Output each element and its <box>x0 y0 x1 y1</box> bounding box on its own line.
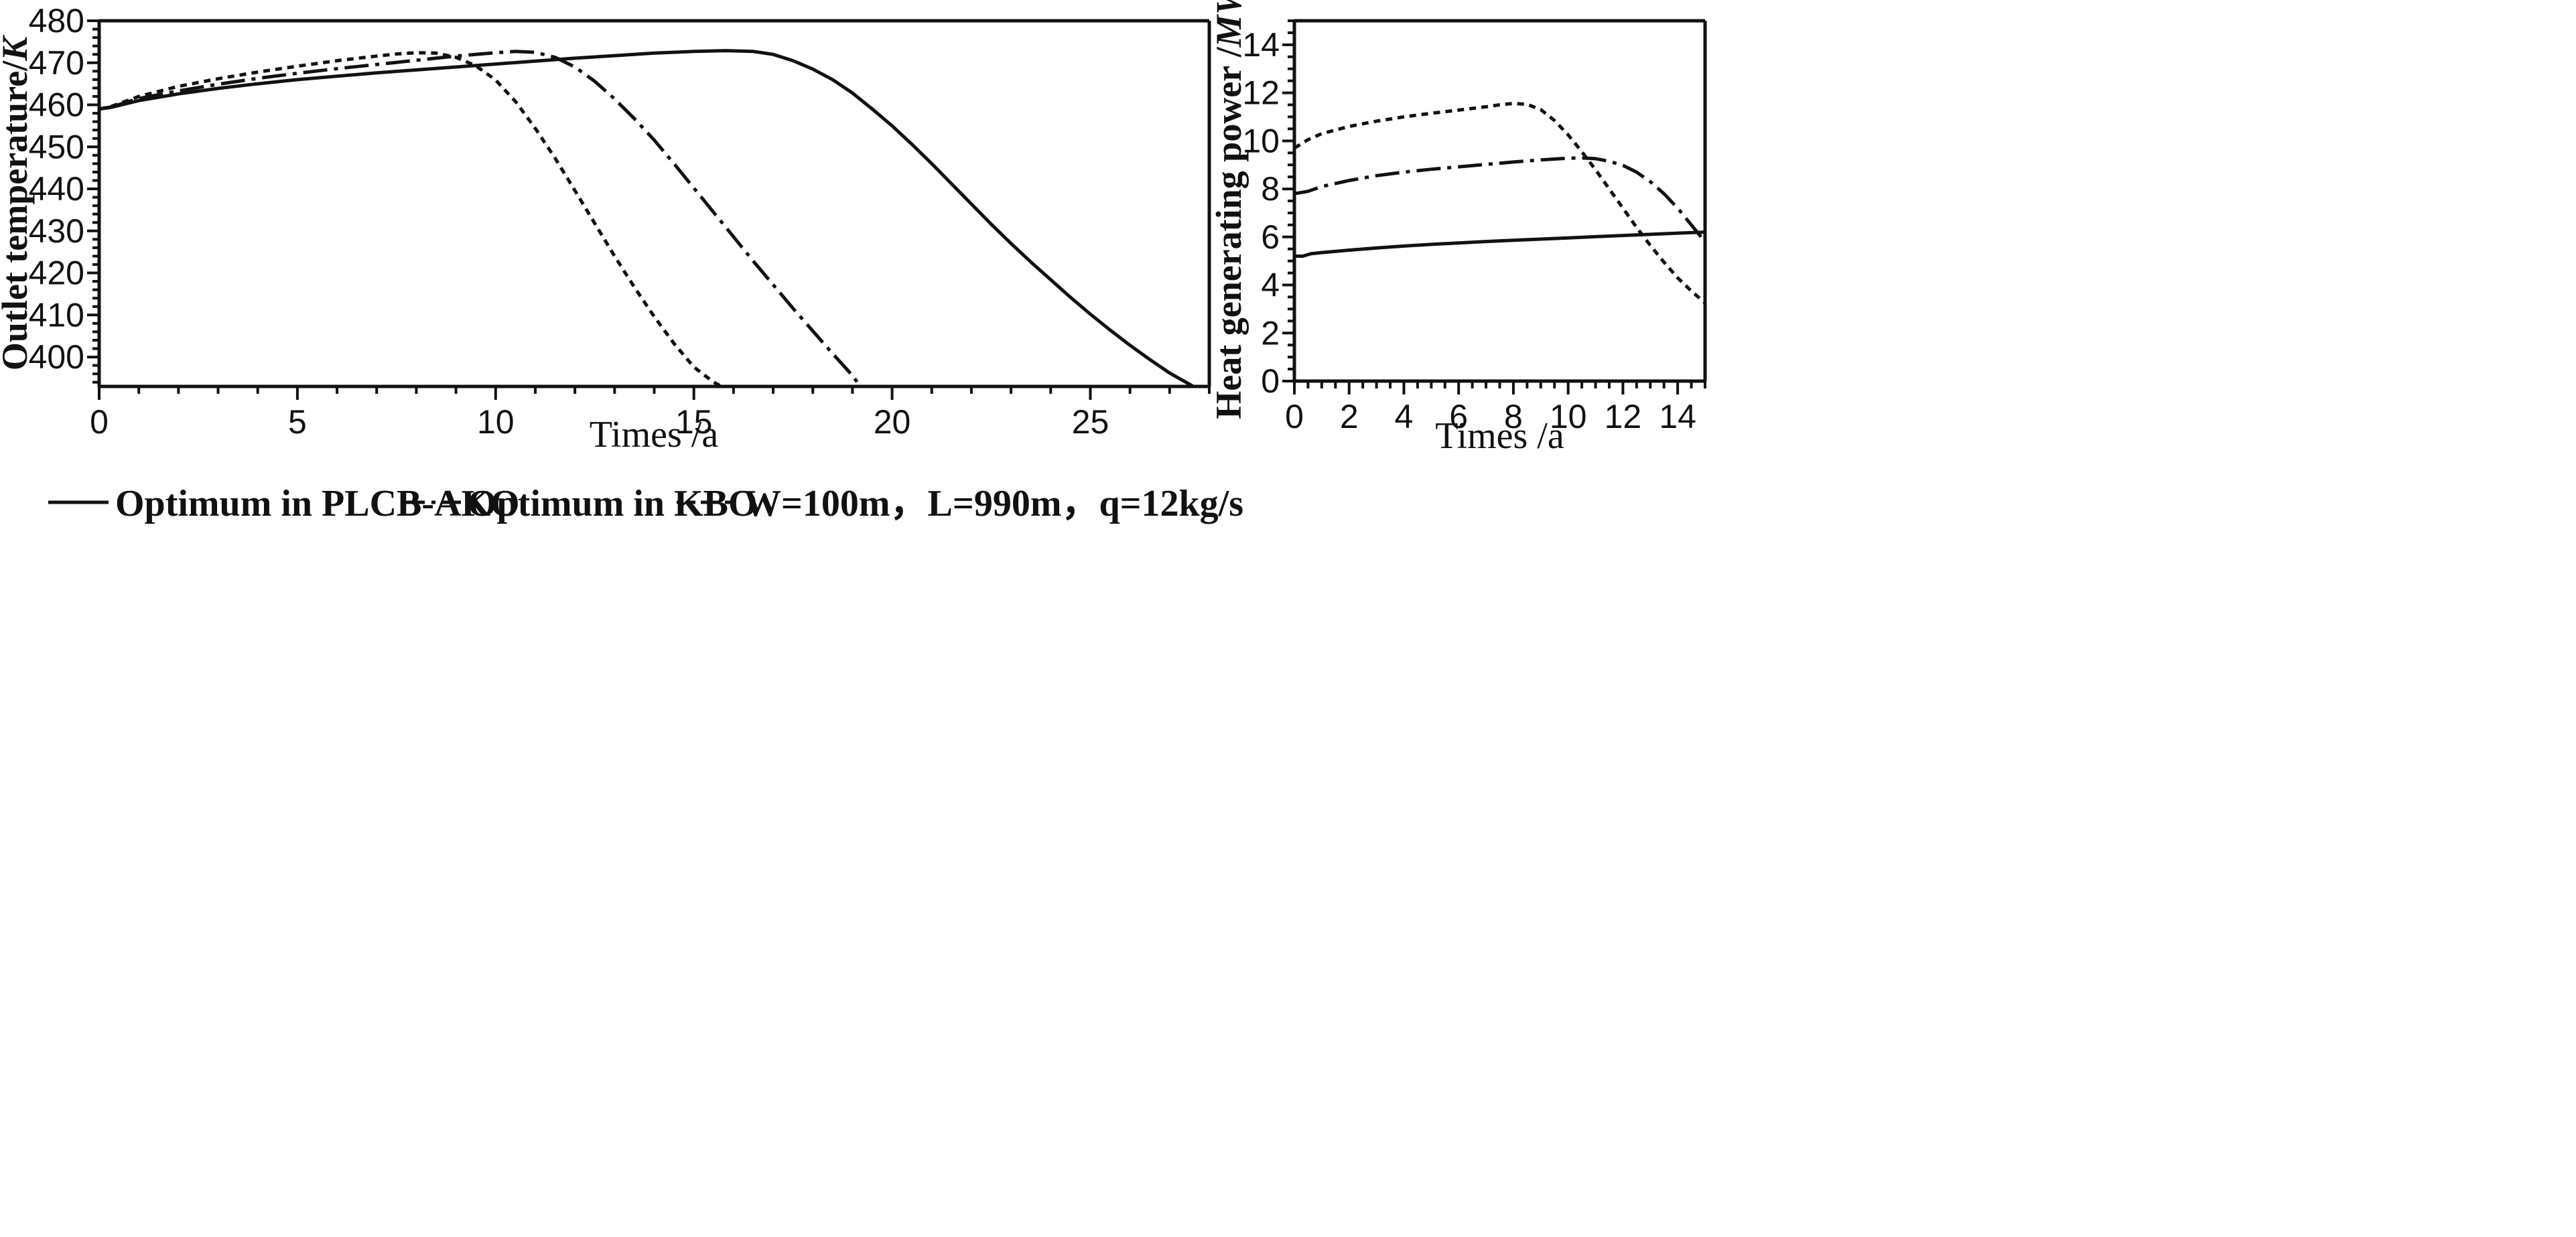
left-y-tick-label: 420 <box>29 254 84 292</box>
right-y-tick-label: 6 <box>1261 218 1280 256</box>
left-x-tick-label: 5 <box>288 403 307 441</box>
right-series <box>1293 101 1706 305</box>
left-x-tick-label: 10 <box>477 403 515 441</box>
left-y-axis-label: Outlet temperature/K <box>0 34 35 370</box>
left-y-tick-label: 470 <box>29 44 84 82</box>
right-x-tick-label: 8 <box>1504 398 1523 435</box>
left-x-tick-label: 15 <box>675 403 713 441</box>
left-y-axis-label-unit: K <box>0 34 35 62</box>
left-series <box>98 49 1195 388</box>
right-y-axis-label: Heat generating power /MW <box>1209 0 1249 419</box>
right-y-tick-label: 10 <box>1242 122 1280 159</box>
left-chart: 0 5 10 15 20 25 400 410 420 430 440 450 460 470 480 Ti… <box>0 2 1211 455</box>
left-y-tick-label: 440 <box>29 170 84 208</box>
right-x-tick-label: 6 <box>1449 398 1468 435</box>
left-y-tick-label: 400 <box>29 338 84 376</box>
left-ticks: 0 5 10 15 20 25 400 410 420 430 440 450 460 470 480 <box>29 2 1211 441</box>
left-y-tick-label: 450 <box>29 128 84 165</box>
right-x-tick-label: 14 <box>1659 398 1696 435</box>
left-series-optimum-in-plcb-ako <box>98 49 1195 388</box>
right-y-tick-label: 4 <box>1261 267 1280 304</box>
right-y-tick-label: 8 <box>1261 170 1280 208</box>
right-x-tick-label: 0 <box>1285 398 1304 435</box>
right-y-tick-label: 12 <box>1242 74 1280 112</box>
left-x-tick-label: 0 <box>90 403 109 441</box>
left-y-tick-label: 430 <box>29 212 84 250</box>
right-y-tick-label: 0 <box>1261 362 1280 400</box>
legend: Optimum in PLCB-AKO Optimum in KBO W=100… <box>48 483 1243 524</box>
left-x-axis-label: Times /a <box>590 414 719 455</box>
right-series-optimum-in-kbo <box>1294 156 1706 243</box>
right-x-tick-label: 2 <box>1340 398 1359 435</box>
right-series-optimum-in-plcb-ako <box>1294 230 1706 258</box>
left-y-tick-label: 410 <box>29 296 84 334</box>
right-x-tick-label: 10 <box>1550 398 1587 435</box>
right-y-tick-label: 14 <box>1242 26 1280 64</box>
right-x-tick-label: 12 <box>1605 398 1642 435</box>
left-y-tick-label: 460 <box>29 86 84 124</box>
left-series-optimum-in-kbo <box>98 50 862 388</box>
left-y-tick-label: 480 <box>29 2 84 40</box>
legend-label-reference: W=100m，L=990m，q=12kg/s <box>744 483 1243 524</box>
right-x-tick-label: 4 <box>1395 398 1414 435</box>
left-y-axis-label-text: Outlet temperature/ <box>0 60 35 370</box>
right-y-tick-label: 2 <box>1261 314 1280 352</box>
legend-label-kbo: Optimum in KBO <box>468 483 758 524</box>
left-series-w-100m-l-990m-q-12kg-s <box>98 51 723 388</box>
right-x-axis-label: Times /a <box>1435 415 1564 457</box>
left-x-tick-label: 20 <box>874 403 911 441</box>
right-series-w-100m-l-990m-q-12kg-s <box>1293 101 1706 305</box>
left-x-tick-label: 25 <box>1072 403 1109 441</box>
